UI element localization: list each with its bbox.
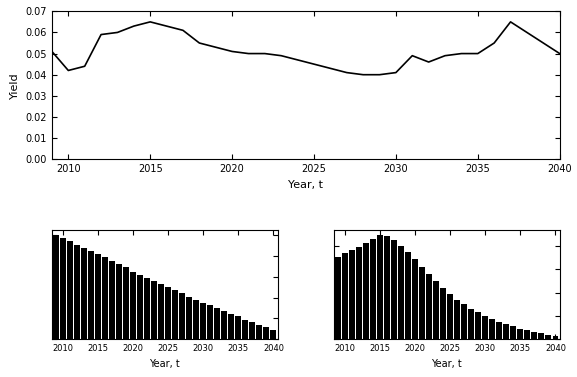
Bar bbox=[419, 267, 425, 339]
Bar bbox=[349, 250, 355, 339]
Bar bbox=[144, 278, 150, 339]
Bar bbox=[482, 316, 488, 339]
Bar bbox=[398, 246, 404, 339]
Bar bbox=[511, 326, 516, 339]
X-axis label: Year, t: Year, t bbox=[149, 359, 180, 369]
Bar bbox=[405, 251, 411, 339]
Bar bbox=[228, 314, 234, 339]
Y-axis label: Yield: Yield bbox=[10, 72, 20, 98]
Bar bbox=[335, 257, 341, 339]
Bar bbox=[74, 245, 80, 339]
Bar bbox=[384, 236, 390, 339]
X-axis label: Year, t: Year, t bbox=[288, 180, 323, 190]
Bar bbox=[242, 320, 248, 339]
Bar bbox=[137, 275, 143, 339]
Bar bbox=[538, 333, 545, 339]
Bar bbox=[391, 240, 398, 339]
Bar bbox=[377, 235, 383, 339]
Bar bbox=[433, 281, 439, 339]
Bar bbox=[116, 264, 122, 339]
Bar bbox=[447, 294, 454, 339]
Bar bbox=[214, 308, 220, 339]
Bar bbox=[364, 244, 369, 339]
Bar bbox=[60, 238, 66, 339]
Bar bbox=[370, 239, 376, 339]
Bar bbox=[95, 254, 101, 339]
Bar bbox=[455, 299, 460, 339]
Bar bbox=[545, 335, 552, 339]
Bar bbox=[264, 327, 269, 339]
Bar bbox=[462, 304, 467, 339]
Bar bbox=[165, 287, 171, 339]
Bar bbox=[489, 319, 496, 339]
Bar bbox=[179, 293, 185, 339]
Bar bbox=[256, 325, 263, 339]
Bar bbox=[413, 259, 418, 339]
Bar bbox=[151, 281, 157, 339]
Bar bbox=[496, 322, 503, 339]
X-axis label: Year, t: Year, t bbox=[432, 359, 462, 369]
Bar bbox=[531, 332, 537, 339]
Bar bbox=[426, 274, 432, 339]
Bar bbox=[53, 235, 59, 339]
Bar bbox=[207, 305, 213, 339]
Bar bbox=[271, 330, 276, 339]
Bar bbox=[440, 288, 447, 339]
Bar bbox=[123, 267, 129, 339]
Bar bbox=[518, 329, 523, 339]
Bar bbox=[88, 251, 94, 339]
Bar bbox=[222, 311, 227, 339]
Bar bbox=[67, 241, 73, 339]
Bar bbox=[81, 248, 87, 339]
Bar bbox=[342, 253, 348, 339]
Bar bbox=[249, 322, 256, 339]
Bar bbox=[356, 247, 362, 339]
Bar bbox=[524, 330, 530, 339]
Bar bbox=[173, 290, 178, 339]
Bar bbox=[200, 303, 207, 339]
Bar bbox=[109, 261, 115, 339]
Bar bbox=[186, 297, 192, 339]
Bar bbox=[504, 324, 509, 339]
Bar bbox=[130, 271, 136, 339]
Bar bbox=[475, 313, 481, 339]
Bar bbox=[158, 284, 164, 339]
Bar bbox=[469, 309, 474, 339]
Bar bbox=[553, 336, 559, 339]
Bar bbox=[235, 316, 241, 339]
Bar bbox=[102, 257, 108, 339]
Bar bbox=[193, 300, 199, 339]
